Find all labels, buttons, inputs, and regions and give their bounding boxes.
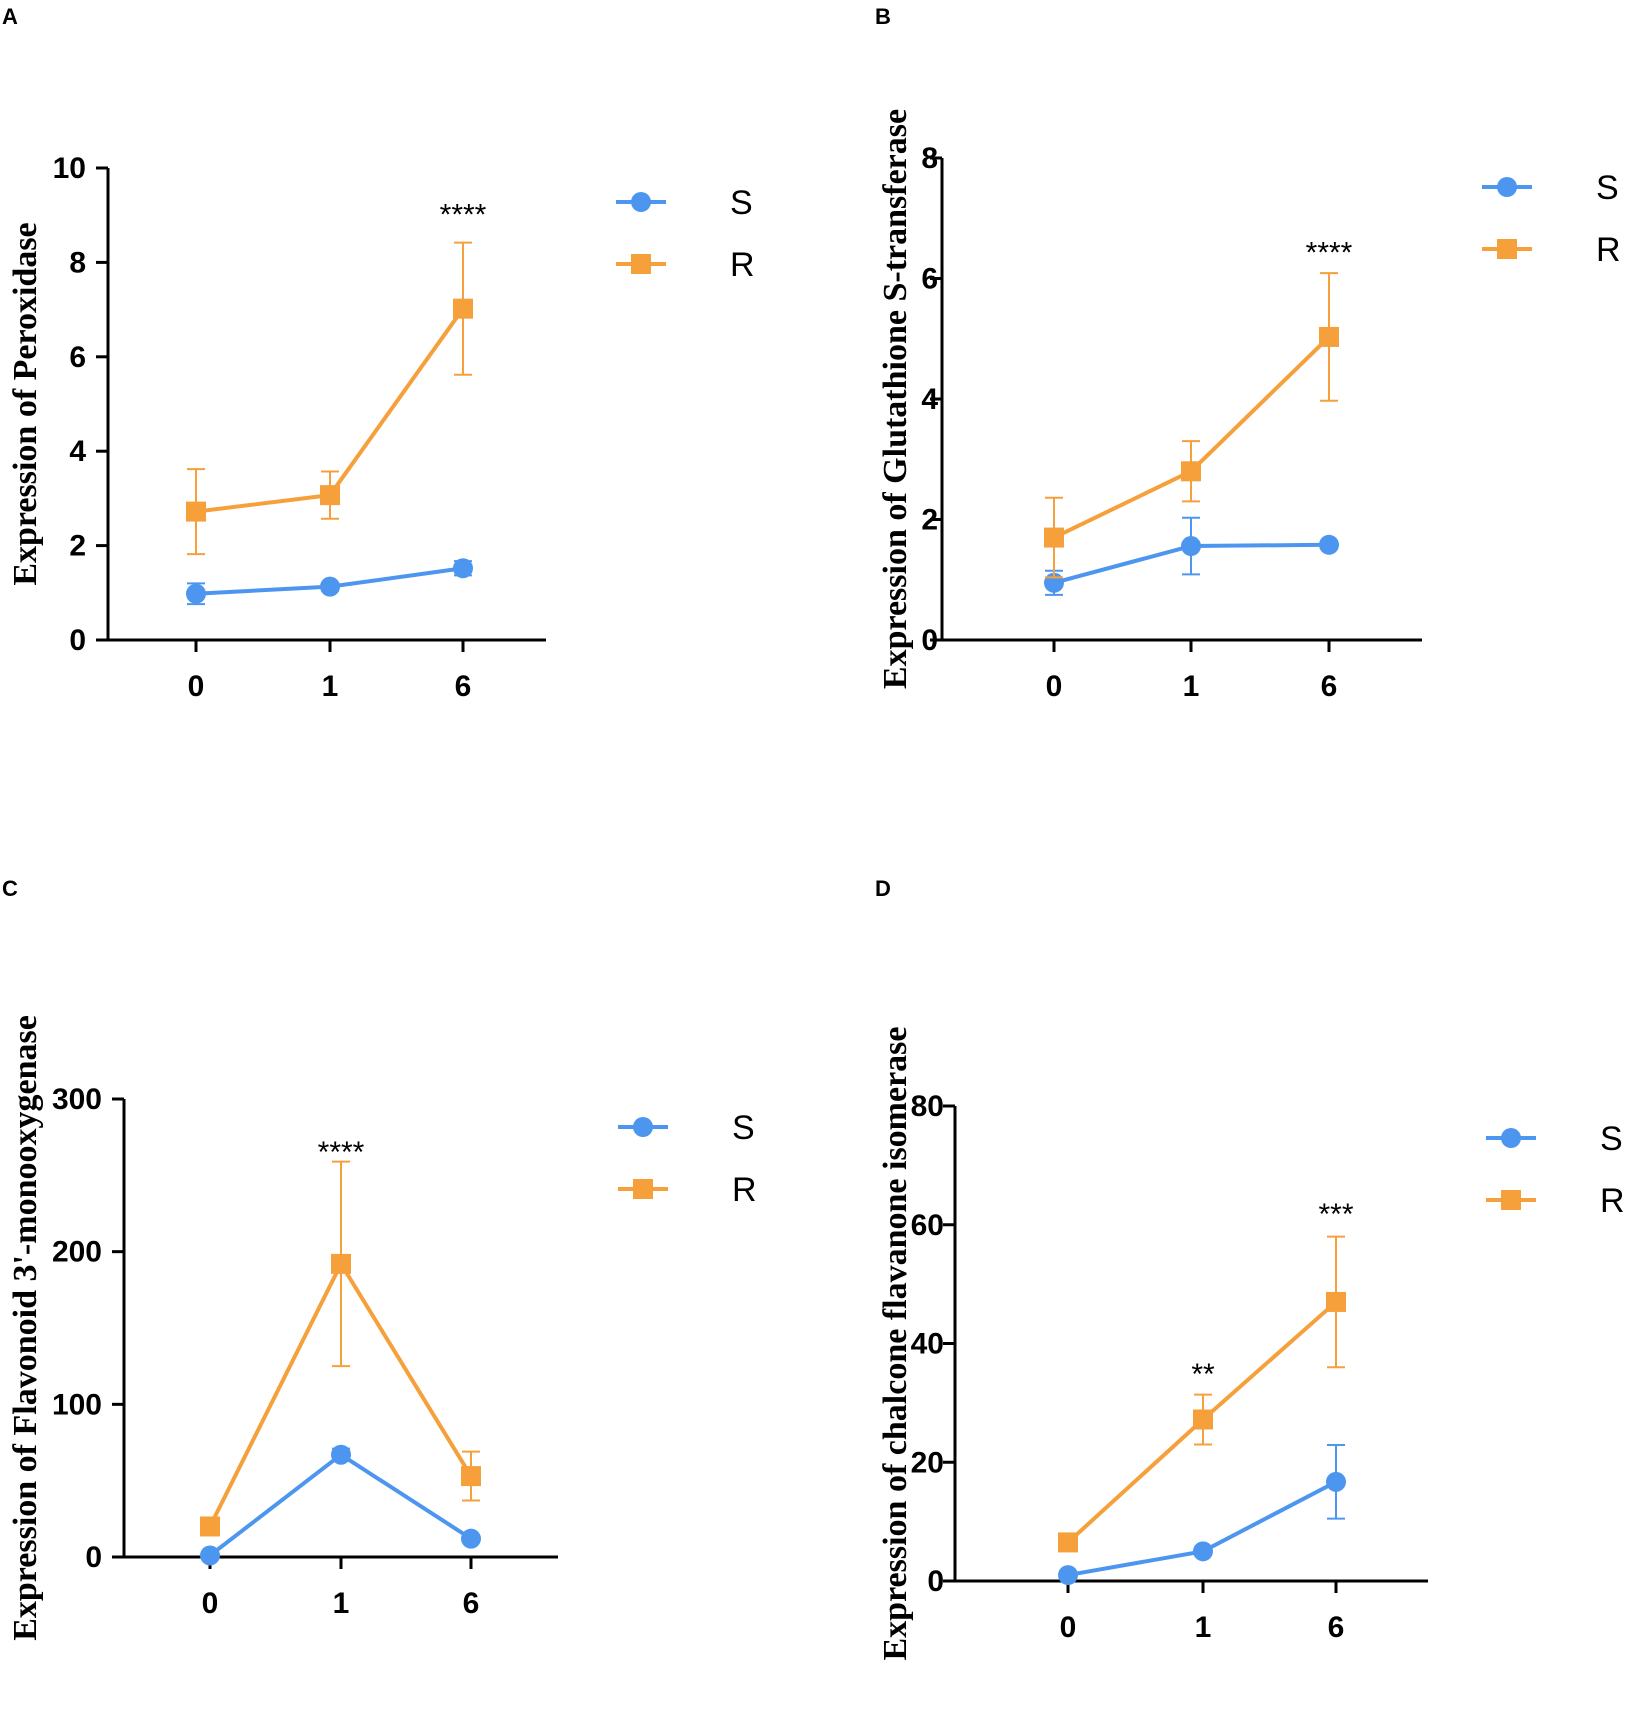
legend-label-r: R bbox=[730, 246, 755, 284]
y-tick-label: 80 bbox=[911, 1090, 944, 1123]
series-r bbox=[186, 241, 473, 556]
data-point-r bbox=[331, 1253, 351, 1274]
data-point-r bbox=[453, 298, 473, 319]
panel-c: C 0 100 200 300 0 1 6 Expression of Flavonoid 3'… bbox=[2, 876, 757, 1641]
x-tick-label: 6 bbox=[455, 670, 472, 703]
significance-label: **** bbox=[1306, 236, 1353, 269]
y-tick-label: 8 bbox=[921, 142, 938, 175]
y-tick-label: 6 bbox=[69, 341, 86, 374]
y-axis-label: Expression of Peroxidase bbox=[7, 222, 44, 585]
significance-label: **** bbox=[440, 198, 487, 231]
series-line-s bbox=[208, 1452, 473, 1558]
legend-label-s: S bbox=[1600, 1120, 1623, 1158]
legend-label-r: R bbox=[1600, 1182, 1625, 1220]
series-s bbox=[1044, 516, 1339, 596]
y-axis-label: Expression of chalcone flavanone isomera… bbox=[877, 1026, 914, 1660]
y-tick-label: 200 bbox=[52, 1236, 102, 1269]
data-point-r bbox=[461, 1466, 481, 1487]
data-point-s bbox=[1181, 536, 1201, 557]
y-tick-label: 0 bbox=[921, 624, 938, 657]
x-tick-label: 1 bbox=[322, 670, 339, 703]
data-point-r bbox=[1193, 1409, 1213, 1430]
y-tick-label: 40 bbox=[911, 1328, 944, 1361]
legend-marker-r bbox=[631, 254, 651, 274]
data-point-r bbox=[200, 1516, 220, 1537]
y-tick-label: 4 bbox=[921, 383, 938, 416]
y-tick-label: 100 bbox=[52, 1388, 102, 1421]
panel-d: D 0 20 40 60 80 0 1 6 Expression of chalcone flav… bbox=[875, 876, 1625, 1661]
y-axis-label: Expression of Flavonoid 3'-monooxygenase bbox=[7, 1015, 44, 1641]
series-s bbox=[1058, 1444, 1346, 1586]
data-point-r bbox=[1044, 527, 1064, 548]
data-point-s bbox=[1193, 1541, 1213, 1562]
data-point-s bbox=[1326, 1471, 1346, 1492]
y-tick-label: 10 bbox=[53, 152, 86, 185]
legend-marker-r bbox=[1501, 1190, 1521, 1210]
legend-marker-r bbox=[1497, 239, 1517, 259]
series-s bbox=[200, 1444, 481, 1566]
y-tick-label: 60 bbox=[911, 1209, 944, 1242]
data-point-r bbox=[1181, 461, 1201, 482]
legend-label-s: S bbox=[732, 1109, 755, 1147]
legend-marker-s bbox=[1501, 1128, 1521, 1148]
data-point-s bbox=[461, 1528, 481, 1549]
significance-label: *** bbox=[1318, 1198, 1353, 1231]
y-tick-label: 8 bbox=[69, 246, 86, 279]
legend-marker-s bbox=[631, 192, 651, 212]
x-tick-label: 0 bbox=[188, 670, 205, 703]
legend-marker-s bbox=[1497, 177, 1517, 197]
data-point-s bbox=[186, 583, 206, 604]
y-tick-label: 0 bbox=[69, 624, 86, 657]
series-r bbox=[200, 1160, 481, 1537]
data-point-r bbox=[1058, 1532, 1078, 1553]
data-point-r bbox=[186, 501, 206, 522]
series-s bbox=[186, 558, 473, 606]
data-point-s bbox=[331, 1444, 351, 1465]
x-tick-label: 6 bbox=[1321, 670, 1338, 703]
significance-label: ** bbox=[1191, 1358, 1215, 1391]
legend-marker-s bbox=[633, 1117, 653, 1137]
y-axis-label: Expression of Glutathione S-transferase bbox=[877, 109, 914, 689]
legend-marker-r bbox=[633, 1179, 653, 1199]
panel-a: A 0 2 4 6 8 10 0 1 6 Expression of Peroxidase SR ***… bbox=[2, 4, 755, 703]
y-tick-label: 4 bbox=[69, 435, 86, 468]
significance-label: **** bbox=[318, 1136, 365, 1169]
y-tick-label: 2 bbox=[69, 530, 86, 563]
data-point-s bbox=[453, 558, 473, 579]
data-point-r bbox=[1319, 326, 1339, 347]
panel-letter: D bbox=[875, 876, 891, 901]
data-point-s bbox=[1319, 534, 1339, 555]
x-tick-label: 6 bbox=[1328, 1611, 1345, 1644]
series-r bbox=[1044, 272, 1339, 579]
legend-label-r: R bbox=[1596, 231, 1621, 269]
x-tick-label: 0 bbox=[1060, 1611, 1077, 1644]
data-point-s bbox=[200, 1545, 220, 1566]
x-tick-label: 0 bbox=[202, 1587, 219, 1620]
y-tick-label: 0 bbox=[927, 1565, 944, 1598]
series-line-r bbox=[1053, 335, 1331, 540]
panel-letter: C bbox=[2, 876, 18, 901]
x-tick-label: 1 bbox=[1195, 1611, 1212, 1644]
panel-letter: B bbox=[875, 4, 891, 29]
x-tick-label: 0 bbox=[1046, 670, 1063, 703]
legend-label-s: S bbox=[1596, 169, 1619, 207]
y-tick-label: 20 bbox=[911, 1446, 944, 1479]
series-r bbox=[1058, 1235, 1346, 1553]
data-point-r bbox=[1326, 1291, 1346, 1312]
x-tick-label: 1 bbox=[1183, 670, 1200, 703]
legend-label-s: S bbox=[730, 184, 753, 222]
x-tick-label: 1 bbox=[333, 1587, 350, 1620]
x-tick-label: 6 bbox=[463, 1587, 480, 1620]
legend-label-r: R bbox=[732, 1171, 757, 1209]
data-point-r bbox=[320, 485, 340, 506]
panel-letter: A bbox=[2, 4, 18, 29]
data-point-s bbox=[1058, 1565, 1078, 1586]
y-tick-label: 6 bbox=[921, 263, 938, 296]
y-tick-label: 0 bbox=[85, 1541, 102, 1574]
data-point-s bbox=[320, 576, 340, 597]
y-tick-label: 300 bbox=[52, 1083, 102, 1116]
y-tick-label: 2 bbox=[921, 504, 938, 537]
